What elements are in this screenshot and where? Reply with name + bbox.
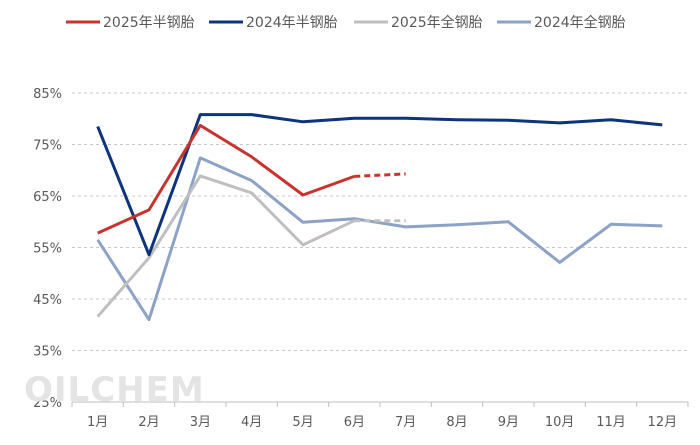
legend-label: 2025年半钢胎 — [103, 15, 195, 31]
x-tick-label: 10月 — [545, 415, 575, 430]
legend: 2025年半钢胎 2024年半钢胎 2025年全钢胎 2024年全钢胎 — [66, 14, 626, 31]
y-tick-label: 55% — [33, 242, 62, 257]
x-tick-label: 11月 — [596, 415, 626, 430]
y-tick-label: 85% — [33, 87, 62, 102]
y-tick-label: 25% — [33, 396, 62, 411]
x-tick-label: 6月 — [344, 415, 365, 430]
x-tick-label: 3月 — [190, 415, 211, 430]
series-line — [96, 113, 663, 257]
y-axis: 25% 35% 45% 55% 65% 75% 85% — [33, 87, 62, 411]
series-line — [97, 123, 355, 235]
legend-label: 2024年半钢胎 — [246, 15, 338, 31]
x-tick-label: 12月 — [648, 415, 678, 430]
x-tick-label: 9月 — [498, 415, 519, 430]
x-tick-label: 8月 — [446, 415, 467, 430]
x-tick-label: 7月 — [395, 415, 416, 430]
y-tick-label: 35% — [33, 345, 62, 360]
y-tick-label: 45% — [33, 293, 62, 308]
y-tick-label: 65% — [33, 190, 62, 205]
series-line — [96, 174, 355, 318]
x-axis: 1月 2月 3月 4月 5月 6月 7月 8月 9月 10月 11月 12月 — [71, 402, 689, 430]
x-tick-label: 1月 — [87, 415, 108, 430]
series-line — [96, 156, 663, 322]
y-tick-label: 75% — [33, 139, 62, 154]
series-lines — [96, 113, 663, 322]
legend-label: 2025年全钢胎 — [391, 14, 483, 31]
x-tick-label: 2月 — [138, 415, 159, 430]
series-projection-line — [354, 172, 406, 178]
watermark: OILCHEM — [24, 370, 205, 410]
x-tick-label: 5月 — [292, 415, 313, 430]
grid — [72, 92, 688, 403]
x-tick-label: 4月 — [241, 415, 262, 430]
legend-label: 2024年全钢胎 — [534, 14, 626, 31]
